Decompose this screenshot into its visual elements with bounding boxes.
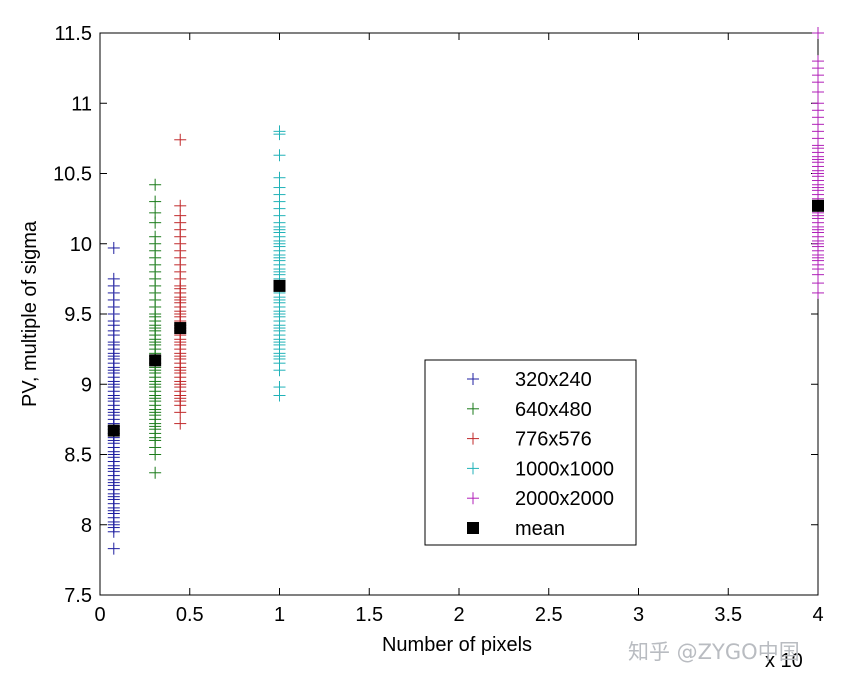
point-2000x2000-49: [812, 55, 824, 68]
legend-marker-mean: [467, 522, 479, 534]
legend-marker-2000x2000: [467, 492, 479, 505]
legend-entry-320x240: 320x240: [467, 369, 592, 391]
point-mean-3: [273, 279, 286, 292]
x-tick-label-4: 2: [453, 604, 464, 626]
y-tick-label-2: 8.5: [64, 445, 92, 467]
point-mean-4: [812, 199, 824, 212]
legend-label-640x480: 640x480: [515, 399, 592, 421]
legend: 320x240 640x480 776x576 1000x1000 2000x2000 m…: [424, 359, 637, 546]
data-marks: [107, 27, 824, 555]
y-tick-label-8: 11.5: [55, 23, 92, 45]
y-tick-label-3: 9: [81, 374, 92, 396]
point-320x240-66: [107, 241, 120, 254]
legend-label-320x240: 320x240: [515, 369, 592, 391]
point-1000x1000-1: [273, 381, 286, 394]
point-2000x2000-44: [812, 97, 824, 110]
x-tick-label-7: 3.5: [714, 604, 742, 626]
point-2000x2000-50: [812, 27, 824, 39]
legend-label-mean: mean: [515, 518, 565, 540]
y-tick-label-7: 11: [71, 93, 92, 115]
legend-entry-1000x1000: 1000x1000: [467, 458, 614, 480]
x-tick-label-1: 0.5: [176, 604, 204, 626]
y-tick-label-4: 9.5: [64, 304, 92, 326]
legend-entry-2000x2000: 2000x2000: [467, 488, 614, 510]
point-776x576-0: [174, 417, 187, 430]
point-1000x1000-52: [273, 125, 286, 138]
point-776x576-47: [174, 199, 187, 212]
legend-marker-776x576: [467, 432, 479, 445]
point-640x480-54: [149, 178, 162, 191]
legend-entry-776x576: 776x576: [467, 429, 592, 451]
point-mean-1: [149, 354, 162, 367]
x-tick-label-5: 2.5: [535, 604, 563, 626]
legend-entry-mean: mean: [467, 518, 565, 540]
y-tick-label-0: 7.5: [64, 585, 92, 607]
x-axis-label: Number of pixels: [382, 634, 532, 656]
point-640x480-53: [149, 195, 162, 208]
x-tick-label-0: 0: [94, 604, 105, 626]
legend-label-776x576: 776x576: [515, 429, 592, 451]
x-tick-label-3: 1.5: [355, 604, 383, 626]
point-1000x1000-50: [273, 149, 286, 162]
point-1000x1000-49: [273, 171, 286, 184]
x-tick-label-8: 4: [812, 604, 823, 626]
series-mean: [107, 199, 824, 437]
y-tick-label-6: 10.5: [53, 164, 92, 186]
y-tick-label-1: 8: [81, 515, 92, 537]
y-tick-label-5: 10: [70, 234, 92, 256]
legend-marker-320x240: [467, 373, 479, 385]
watermark: 知乎 @ZYGO中国: [628, 640, 800, 664]
point-640x480-50: [149, 230, 162, 243]
point-320x240-0: [107, 542, 120, 555]
legend-label-1000x1000: 1000x1000: [515, 458, 614, 480]
point-320x240-65: [107, 272, 120, 285]
legend-box: [424, 359, 637, 546]
point-mean-2: [174, 322, 187, 335]
x-tick-labels: 0 0.5 1 1.5 2 2.5 3 3.5 4: [94, 604, 823, 626]
x-tick-label-6: 3: [633, 604, 644, 626]
x-tick-label-2: 1: [274, 604, 285, 626]
x-exponent-label: x 10: [765, 650, 803, 672]
y-tick-labels: 7.5 8 8.5 9 9.5 10 10.5 11 11.5: [53, 23, 92, 607]
y-axis-label: PV, multiple of sigma: [19, 220, 41, 407]
legend-label-2000x2000: 2000x2000: [515, 488, 614, 510]
point-776x576-48: [174, 133, 187, 146]
legend-marker-1000x1000: [467, 462, 479, 475]
point-mean-0: [107, 424, 120, 437]
legend-marker-640x480: [467, 402, 479, 415]
legend-entry-640x480: 640x480: [467, 399, 592, 421]
point-640x480-0: [149, 466, 162, 479]
point-640x480-52: [149, 206, 162, 219]
series-776x576: [174, 133, 187, 430]
